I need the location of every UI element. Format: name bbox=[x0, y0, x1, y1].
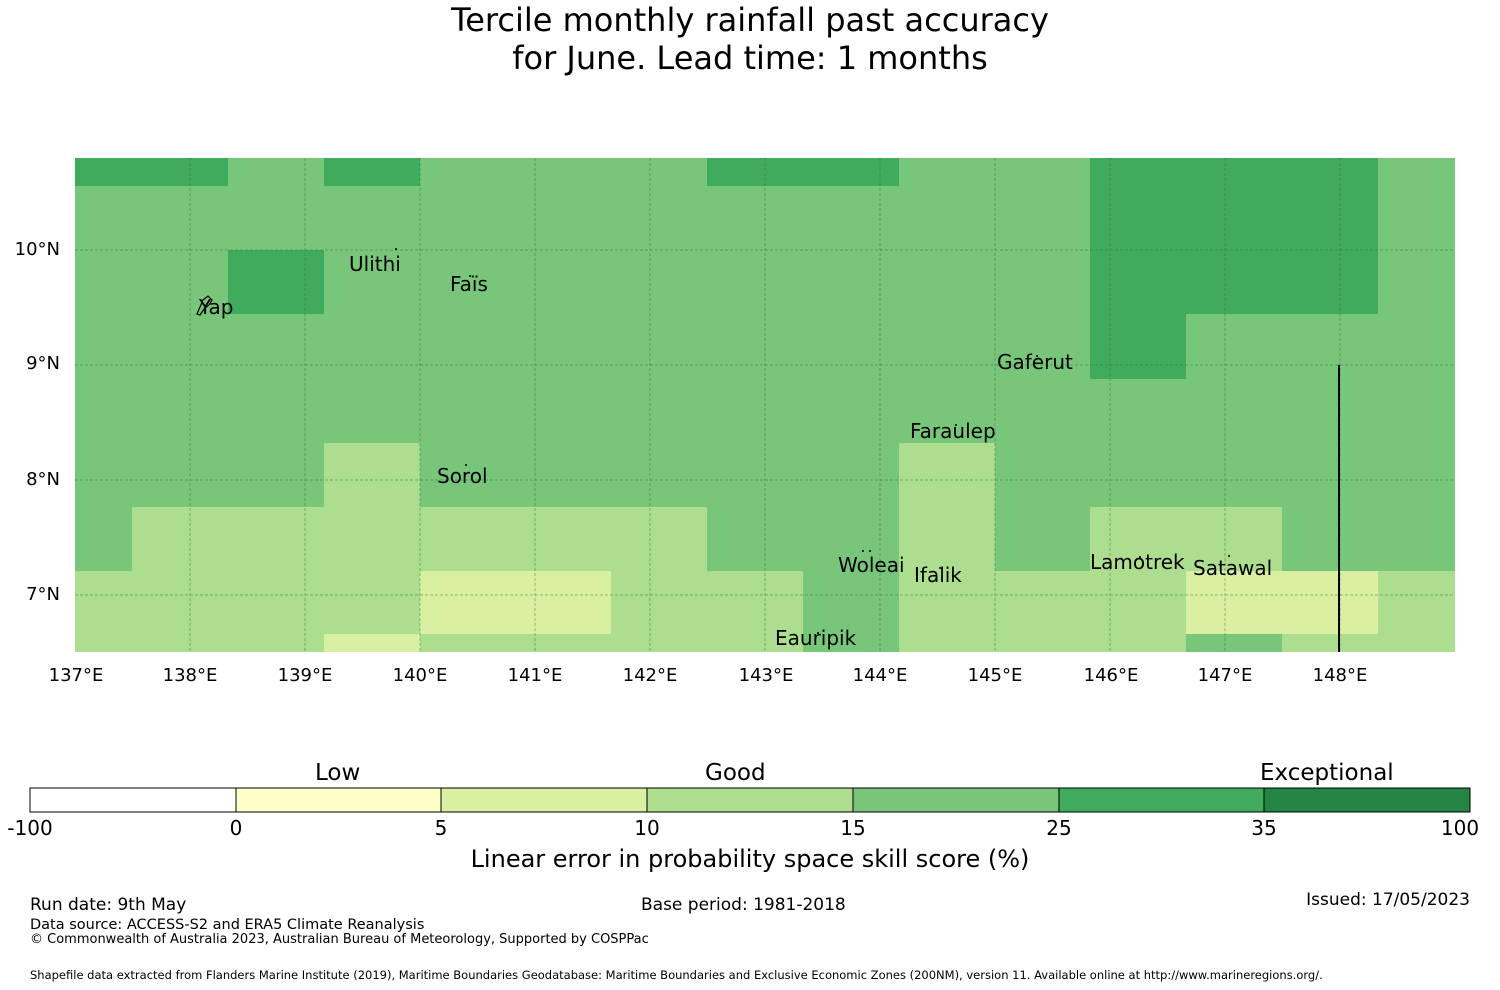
colorbar-bin bbox=[441, 788, 647, 812]
copyright-notice: © Commonwealth of Australia 2023, Austra… bbox=[30, 932, 649, 947]
lon-label: 138°E bbox=[162, 665, 218, 686]
grid-cell bbox=[420, 571, 611, 634]
place-label-ulithi: Ulithi bbox=[349, 252, 401, 276]
grid-cell bbox=[324, 634, 420, 652]
lon-label: 143°E bbox=[738, 665, 794, 686]
base-period: Base period: 1981-2018 bbox=[641, 895, 846, 915]
colorbar-bin bbox=[853, 788, 1059, 812]
chart-title-line-2: for June. Lead time: 1 months bbox=[512, 39, 988, 77]
lon-label: 142°E bbox=[622, 665, 678, 686]
place-label-ifalik: Ifalik bbox=[914, 563, 962, 587]
colorbar-category-exceptional: Exceptional bbox=[1260, 760, 1394, 786]
lat-label: 9°N bbox=[26, 353, 60, 374]
place-label-faraulep: Faraulep bbox=[910, 419, 996, 443]
colorbar-tick: 25 bbox=[1046, 816, 1072, 840]
grid-cell bbox=[1090, 314, 1186, 379]
colorbar-tick: 15 bbox=[840, 816, 866, 840]
lon-label: 137°E bbox=[48, 665, 104, 686]
colorbar-bin bbox=[1059, 788, 1264, 812]
shapefile-credit: Shapefile data extracted from Flanders M… bbox=[30, 968, 1323, 982]
place-label-sorol: Sorol bbox=[437, 464, 488, 488]
grid-cell bbox=[75, 158, 228, 186]
grid-cell bbox=[228, 250, 324, 314]
yap-island-shape bbox=[196, 295, 213, 316]
grid-cell bbox=[1090, 158, 1378, 314]
place-label-yap: Yap bbox=[199, 295, 234, 319]
grid-cell bbox=[1186, 571, 1378, 634]
colorbar-tick: -100 bbox=[7, 816, 53, 840]
colorbar-tick: 10 bbox=[634, 816, 660, 840]
colorbar-bin bbox=[236, 788, 441, 812]
lon-label: 144°E bbox=[852, 665, 908, 686]
issued-date: Issued: 17/05/2023 bbox=[1306, 890, 1470, 910]
chart-title-line-1: Tercile monthly rainfall past accuracy bbox=[451, 1, 1049, 39]
place-label-gaferut: Gaferut bbox=[997, 350, 1073, 374]
place-label-eauripik: Eauripik bbox=[775, 626, 857, 650]
lon-label: 147°E bbox=[1197, 665, 1253, 686]
colorbar-title: Linear error in probability space skill … bbox=[470, 845, 1030, 873]
place-label-satawal: Satawal bbox=[1193, 556, 1273, 580]
lat-label: 7°N bbox=[26, 584, 60, 605]
grid-cell bbox=[1186, 634, 1282, 652]
lat-label: 8°N bbox=[26, 469, 60, 490]
colorbar-bin bbox=[30, 788, 236, 812]
grid-cell bbox=[1090, 507, 1282, 571]
colorbar-bin bbox=[647, 788, 853, 812]
lon-label: 139°E bbox=[277, 665, 333, 686]
grid-cell bbox=[803, 571, 899, 652]
grid-cell bbox=[899, 443, 995, 652]
colorbar-category-good: Good bbox=[705, 760, 766, 786]
grid-cell bbox=[324, 158, 420, 186]
place-label-fais: Faïs bbox=[450, 272, 488, 296]
colorbar-tick: 0 bbox=[229, 816, 243, 840]
grid-cell bbox=[707, 158, 899, 186]
skill-grid bbox=[75, 158, 1455, 652]
lon-label: 146°E bbox=[1083, 665, 1139, 686]
colorbar-outline bbox=[29, 787, 1471, 813]
colorbar-category-low: Low bbox=[315, 760, 361, 786]
colorbar-tick: 35 bbox=[1251, 816, 1277, 840]
place-label-woleai: Woleai bbox=[838, 553, 905, 577]
colorbar-bin bbox=[1264, 788, 1470, 812]
lon-label: 141°E bbox=[507, 665, 563, 686]
place-label-lamotrek: Lamotrek bbox=[1090, 550, 1185, 574]
lon-label: 148°E bbox=[1312, 665, 1368, 686]
lon-label: 140°E bbox=[392, 665, 448, 686]
lon-label: 145°E bbox=[967, 665, 1023, 686]
run-date: Run date: 9th May bbox=[30, 895, 187, 915]
grid-cell bbox=[324, 443, 420, 507]
colorbar-tick: 5 bbox=[434, 816, 448, 840]
colorbar-tick: 100 bbox=[1440, 816, 1480, 840]
data-source: Data source: ACCESS-S2 and ERA5 Climate … bbox=[30, 917, 425, 933]
lat-label: 10°N bbox=[14, 239, 60, 260]
island-markers bbox=[196, 248, 1230, 634]
grid-cell bbox=[132, 507, 707, 571]
